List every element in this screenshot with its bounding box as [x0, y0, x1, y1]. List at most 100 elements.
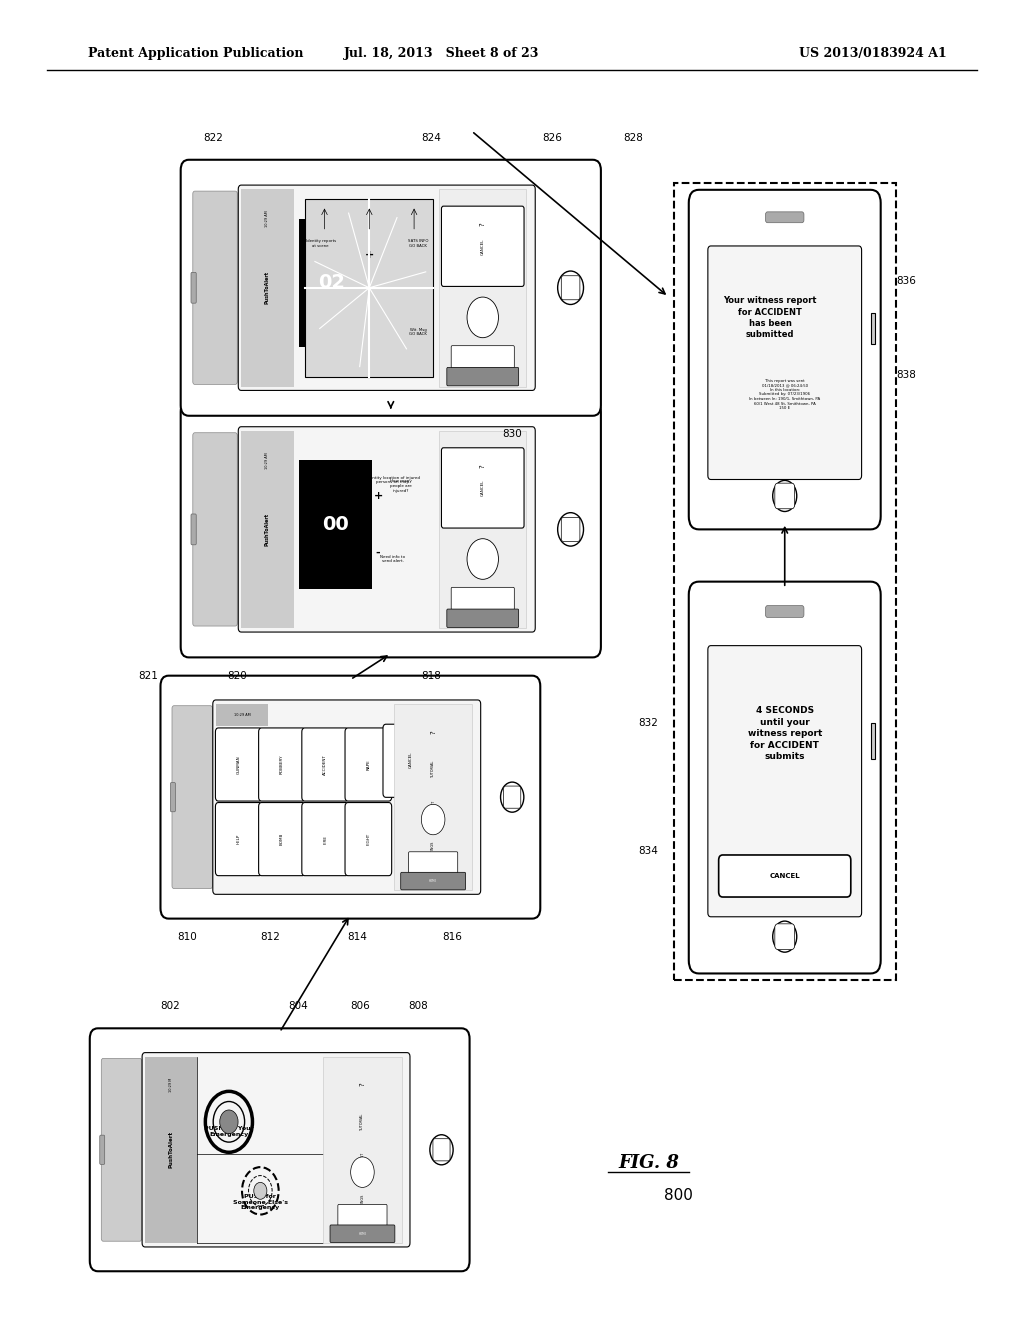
FancyBboxPatch shape: [161, 676, 541, 919]
Text: TUTORIAL: TUTORIAL: [360, 1113, 365, 1130]
Text: 10:29 AM: 10:29 AM: [265, 210, 269, 227]
Text: Identity reports
at scene: Identity reports at scene: [305, 239, 336, 248]
FancyBboxPatch shape: [242, 189, 294, 387]
Text: Your witness report
for ACCIDENT
has been
submitted: Your witness report for ACCIDENT has bee…: [723, 297, 817, 339]
Text: 810: 810: [177, 932, 197, 942]
FancyBboxPatch shape: [193, 191, 238, 384]
FancyBboxPatch shape: [191, 513, 197, 545]
FancyBboxPatch shape: [324, 1056, 401, 1243]
Text: ?: ?: [359, 1082, 366, 1086]
FancyBboxPatch shape: [719, 855, 851, 898]
Text: RECENT: RECENT: [360, 1152, 365, 1167]
Text: Wit. Msg
GO BACK: Wit. Msg GO BACK: [409, 327, 427, 337]
FancyBboxPatch shape: [433, 1139, 451, 1160]
FancyBboxPatch shape: [870, 313, 874, 345]
Circle shape: [467, 297, 499, 338]
FancyBboxPatch shape: [775, 924, 795, 949]
Circle shape: [467, 539, 499, 579]
Text: 821: 821: [138, 671, 159, 681]
Text: GUNMAN: GUNMAN: [237, 755, 241, 774]
Text: ROBBERY: ROBBERY: [280, 755, 284, 775]
Text: FIRE: FIRE: [324, 834, 327, 843]
FancyBboxPatch shape: [766, 211, 804, 223]
Text: PushToAlert: PushToAlert: [265, 271, 270, 305]
FancyBboxPatch shape: [90, 1028, 470, 1271]
Text: CANCEL: CANCEL: [480, 479, 484, 496]
FancyBboxPatch shape: [180, 401, 601, 657]
FancyBboxPatch shape: [441, 206, 524, 286]
Text: 822: 822: [203, 132, 223, 143]
Circle shape: [558, 512, 584, 546]
FancyBboxPatch shape: [213, 700, 480, 895]
Text: 818: 818: [421, 671, 441, 681]
Text: ?: ?: [480, 465, 485, 469]
Text: HOME: HOME: [429, 879, 437, 883]
Text: Patent Application Publication: Patent Application Publication: [88, 48, 303, 61]
Text: PUSH for Your
Emergency: PUSH for Your Emergency: [204, 1126, 254, 1137]
FancyBboxPatch shape: [345, 803, 391, 875]
Text: HOME: HOME: [358, 1232, 367, 1236]
FancyBboxPatch shape: [561, 517, 580, 541]
Text: 828: 828: [624, 132, 643, 143]
Text: Identity location of injured
persons on map: Identity location of injured persons on …: [366, 475, 420, 484]
FancyBboxPatch shape: [400, 873, 466, 890]
Text: CANCEL: CANCEL: [480, 238, 484, 255]
Text: 816: 816: [442, 932, 462, 942]
Text: 804: 804: [288, 1001, 308, 1011]
Text: HELP: HELP: [237, 834, 241, 845]
Text: +: +: [365, 249, 374, 260]
Text: BOMB: BOMB: [280, 833, 284, 845]
FancyBboxPatch shape: [101, 1059, 141, 1241]
Text: RAPE: RAPE: [367, 759, 371, 770]
Text: How many
people are
injured?: How many people are injured?: [390, 479, 413, 492]
Text: +: +: [374, 491, 383, 502]
Text: 824: 824: [421, 132, 441, 143]
FancyBboxPatch shape: [142, 1052, 410, 1247]
FancyBboxPatch shape: [302, 727, 348, 801]
Circle shape: [501, 781, 524, 812]
Circle shape: [254, 1183, 267, 1200]
Text: ?: ?: [430, 730, 436, 734]
FancyBboxPatch shape: [446, 367, 519, 385]
Text: 830: 830: [502, 429, 522, 440]
FancyBboxPatch shape: [452, 587, 514, 610]
Text: SATS INFO
GO BACK: SATS INFO GO BACK: [408, 239, 428, 248]
Text: ?: ?: [480, 223, 485, 227]
Text: 834: 834: [638, 846, 658, 855]
FancyBboxPatch shape: [299, 219, 364, 347]
FancyBboxPatch shape: [215, 803, 262, 875]
Text: FIGHT: FIGHT: [367, 833, 371, 845]
Text: 836: 836: [896, 276, 915, 286]
Text: SETTINGS: SETTINGS: [431, 841, 435, 858]
FancyBboxPatch shape: [215, 727, 262, 801]
Text: PushToAlert: PushToAlert: [265, 513, 270, 546]
FancyBboxPatch shape: [439, 189, 526, 387]
FancyBboxPatch shape: [239, 185, 536, 391]
FancyBboxPatch shape: [561, 276, 580, 300]
FancyBboxPatch shape: [239, 426, 536, 632]
FancyBboxPatch shape: [305, 199, 433, 376]
FancyBboxPatch shape: [170, 783, 175, 812]
FancyBboxPatch shape: [689, 582, 881, 973]
FancyBboxPatch shape: [708, 246, 861, 479]
Text: 814: 814: [348, 932, 368, 942]
Text: US 2013/0183924 A1: US 2013/0183924 A1: [799, 48, 946, 61]
Text: SETTINGS: SETTINGS: [360, 1193, 365, 1210]
FancyBboxPatch shape: [383, 725, 439, 797]
Text: 820: 820: [227, 671, 247, 681]
Text: 826: 826: [543, 132, 562, 143]
Circle shape: [421, 804, 445, 834]
Text: 812: 812: [260, 932, 281, 942]
FancyBboxPatch shape: [193, 433, 238, 626]
FancyBboxPatch shape: [345, 727, 391, 801]
Text: -: -: [376, 548, 380, 557]
FancyBboxPatch shape: [180, 160, 601, 416]
Text: CANCEL: CANCEL: [409, 751, 413, 768]
Circle shape: [773, 921, 797, 952]
Text: 10:29 AM: 10:29 AM: [265, 451, 269, 469]
Text: 800: 800: [665, 1188, 693, 1203]
Text: 10:29 M: 10:29 M: [169, 1077, 173, 1092]
FancyBboxPatch shape: [259, 727, 305, 801]
FancyBboxPatch shape: [441, 447, 524, 528]
Circle shape: [220, 1110, 238, 1134]
